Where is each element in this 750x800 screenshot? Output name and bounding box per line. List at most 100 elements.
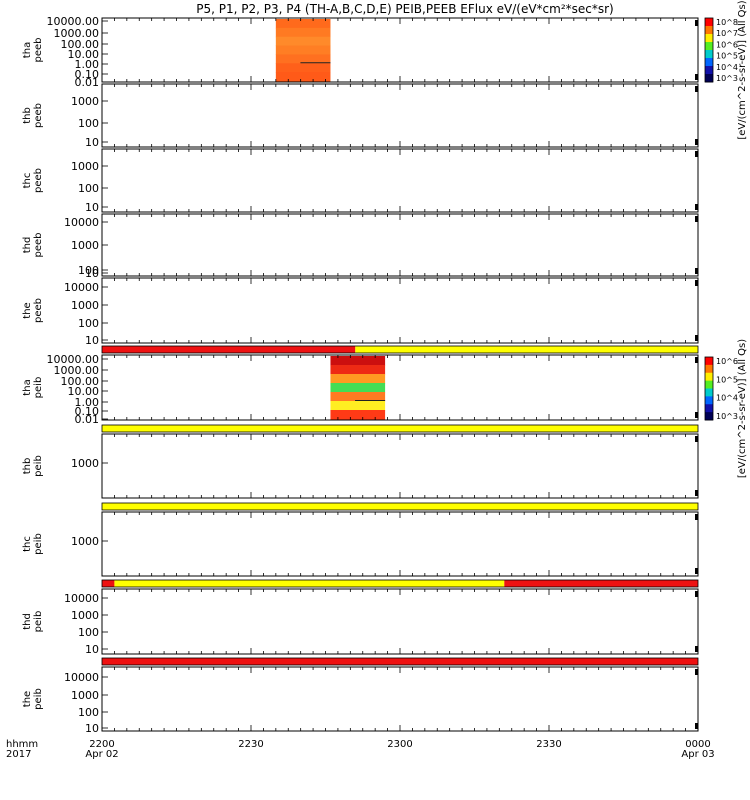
colorbar-swatch	[705, 74, 713, 77]
colorbar-swatch	[705, 375, 713, 378]
colorbar-swatch	[705, 54, 713, 57]
y-axis-label: peib	[33, 688, 44, 710]
panel-frame	[101, 83, 699, 148]
status-bar-frame	[101, 657, 699, 666]
spectrogram-band	[330, 383, 386, 393]
right-edge-marker	[695, 412, 698, 418]
x-tick-label: 2330	[536, 739, 561, 750]
y-tick-label: 100	[78, 117, 99, 130]
right-edge-marker	[695, 669, 698, 675]
colorbar-swatch	[705, 366, 713, 369]
right-edge-marker	[695, 139, 698, 145]
colorbar-swatch	[705, 377, 713, 380]
y-axis-label: thb	[22, 107, 33, 124]
colorbar-peeb: 10^8 10^7 10^6 10^5 10^4 10^3 [eV/(cm^2-s-sr-e…	[704, 0, 748, 140]
right-edge-marker	[695, 151, 698, 157]
colorbar-swatch	[705, 360, 713, 363]
colorbar-swatch	[705, 391, 713, 394]
right-edge-marker	[695, 723, 698, 729]
y-axis-label: thd	[22, 237, 33, 254]
y-tick-label: 100	[78, 264, 99, 277]
right-edge-marker	[695, 74, 698, 80]
y-tick-label: 1000.00	[54, 27, 100, 40]
y-axis-label: thc	[22, 173, 33, 189]
status-bar-frame	[101, 579, 699, 588]
colorbar-swatch	[705, 418, 713, 421]
colorbar-swatch	[705, 58, 713, 61]
status-segment	[355, 346, 698, 353]
y-tick-label: 1.00	[75, 396, 100, 409]
colorbar-tick-label: 10^6	[716, 357, 738, 366]
spectrogram-band	[275, 27, 331, 38]
colorbar-swatch	[705, 70, 713, 73]
colorbar-swatch	[705, 369, 713, 372]
y-tick-label: 10	[85, 334, 99, 347]
colorbar-swatch	[705, 396, 713, 399]
y-tick-label: 10000	[64, 592, 99, 605]
colorbar-frame	[704, 17, 714, 83]
right-edge-marker	[695, 436, 698, 442]
x-tick-sublabel: Apr 03	[681, 749, 714, 760]
right-edge-marker	[695, 204, 698, 210]
y-axis-label: peib	[33, 611, 44, 633]
y-tick-label: 100	[78, 626, 99, 639]
panel-frame	[101, 148, 699, 213]
y-tick-label: 0.01	[75, 76, 100, 89]
y-tick-label: 1000	[71, 535, 99, 548]
right-edge-marker	[695, 490, 698, 496]
colorbar-swatch	[705, 393, 713, 396]
colorbars-group: 10^810^710^610^510^410^3 [eV/(cm^2-s-sr-e…	[704, 0, 748, 478]
colorbar-swatch	[705, 358, 713, 361]
colorbar-swatch	[705, 75, 713, 78]
colorbar-swatch	[705, 413, 713, 416]
spectrogram-band	[275, 19, 331, 29]
colorbar-swatch	[705, 379, 713, 382]
x-row-label-hhmm: hhmm	[6, 739, 38, 750]
y-tick-label: 1000	[71, 609, 99, 622]
panel-frame	[101, 354, 699, 421]
colorbar-swatch	[705, 404, 713, 407]
colorbar-swatch	[705, 357, 713, 360]
y-axis-label: peeb	[33, 233, 44, 258]
colorbar-swatch	[705, 46, 713, 49]
colorbar-swatch	[705, 394, 713, 397]
colorbar-tick-label: 10^6	[716, 40, 738, 49]
y-tick-label: 10000	[64, 281, 99, 294]
right-edge-marker	[695, 568, 698, 574]
colorbar-swatch	[705, 19, 713, 22]
status-bar-frame	[101, 345, 699, 354]
spectrogram-band	[330, 401, 386, 411]
panel-the-status	[101, 657, 699, 666]
panel-thb-status	[101, 424, 699, 433]
colorbar-swatch	[705, 45, 713, 48]
colorbar-swatch	[705, 361, 713, 364]
panel-tha-status	[101, 345, 699, 354]
panel-the-peeb: 10000 1000 100 10 the peeb	[22, 277, 699, 347]
colorbar-swatch	[705, 372, 713, 375]
y-tick-label: 0.10	[75, 68, 100, 81]
right-edge-marker	[695, 591, 698, 597]
colorbar-swatch	[705, 77, 713, 80]
panel-thb-peib: 1000 thb peib	[22, 433, 699, 499]
colorbar-swatch	[705, 80, 713, 83]
y-tick-label: 10.00	[68, 385, 100, 398]
spectrogram-band	[275, 72, 331, 82]
panel-the-peib: 10000 1000 100 10 the peib	[22, 666, 699, 735]
panel-frame	[101, 17, 699, 83]
colorbar-swatch	[705, 40, 713, 43]
y-tick-label: 10000.00	[47, 15, 100, 28]
colorbar-swatch	[705, 43, 713, 46]
y-tick-label: 1000	[71, 160, 99, 173]
colorbar-swatch	[705, 21, 713, 24]
colorbar-tick-label: 10^8	[716, 18, 738, 27]
y-tick-label: 1000	[71, 299, 99, 312]
panel-frame	[101, 277, 699, 344]
status-segment	[504, 580, 698, 587]
panel-frame	[101, 588, 699, 655]
colorbar-swatch	[705, 50, 713, 53]
colorbar-swatch	[705, 412, 713, 415]
